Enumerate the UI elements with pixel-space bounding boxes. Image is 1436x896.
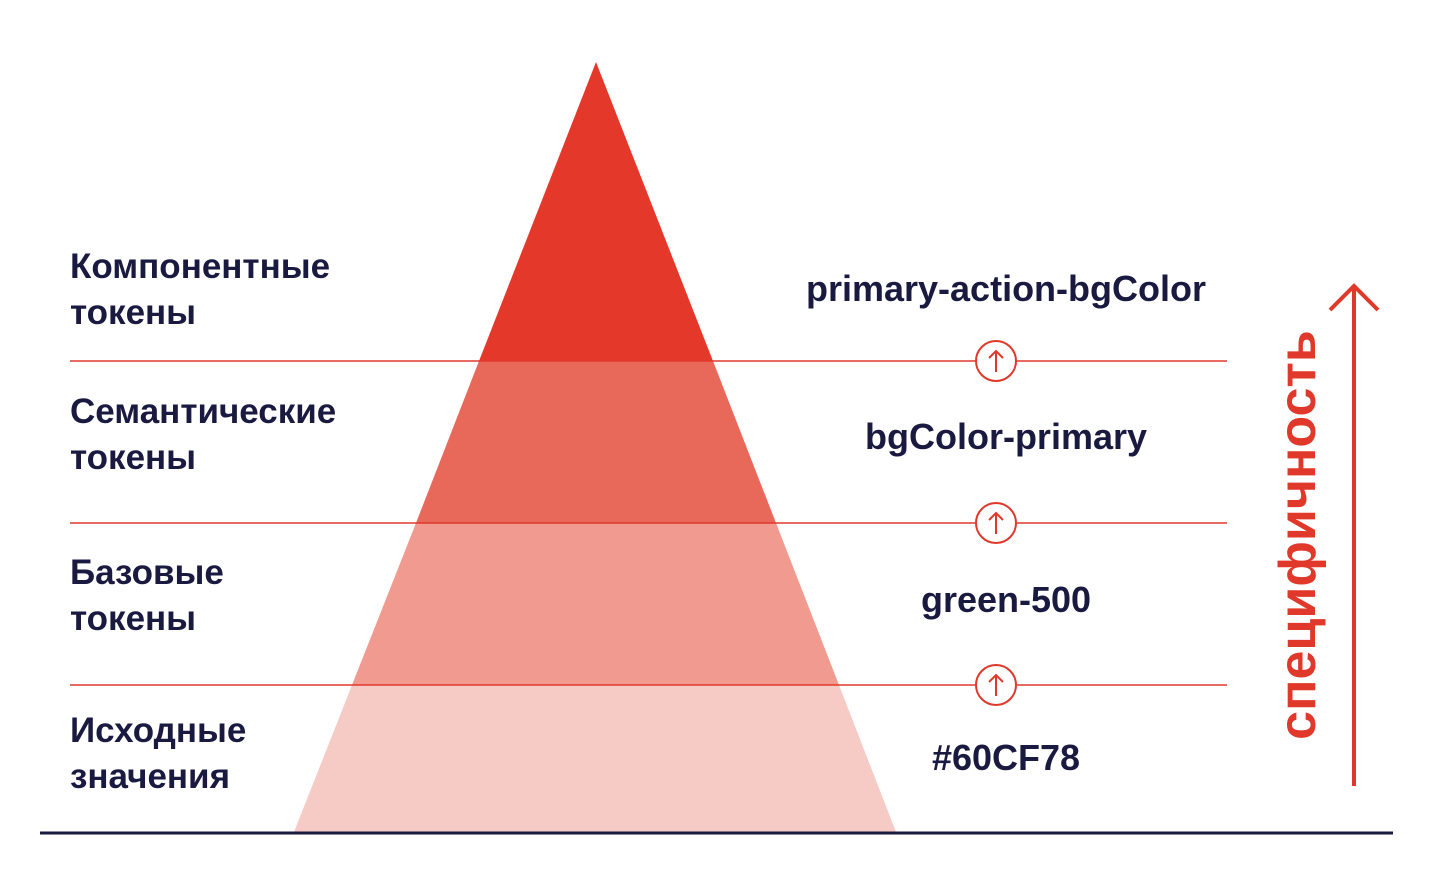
level-label-line: значения (70, 757, 230, 796)
level-label-semantic-tokens: Семантические токены (70, 389, 410, 481)
level-label-base-tokens: Базовые токены (70, 550, 410, 642)
specificity-arrow-icon (1328, 283, 1380, 786)
arrow-up-circle-icon (975, 340, 1017, 382)
specificity-axis-label: специфичность (1269, 330, 1327, 740)
arrow-up-circle-icon (975, 502, 1017, 544)
level-label-component-tokens: Компонентные токены (70, 244, 410, 336)
token-name-component: primary-action-bgColor (805, 268, 1207, 309)
arrow-up-circle-icon (975, 664, 1017, 706)
level-label-line: Исходные (70, 711, 247, 750)
level-label-line: Семантические (70, 392, 337, 431)
pyramid-tier-base-values (294, 685, 896, 832)
pyramid-tier-semantic-tokens (416, 361, 776, 523)
pyramid-tier-base-tokens (352, 523, 839, 685)
level-label-line: Базовые (70, 553, 224, 592)
level-label-source-values: Исходные значения (70, 708, 410, 800)
token-name-semantic: bgColor-primary (864, 416, 1148, 457)
level-label-line: токены (70, 293, 197, 332)
level-label-line: Компонентные (70, 247, 331, 286)
pyramid-tier-component-tokens (479, 62, 713, 361)
level-label-line: токены (70, 438, 197, 477)
token-name-base: green-500 (920, 579, 1092, 620)
token-name-source: #60CF78 (931, 737, 1081, 778)
level-label-line: токены (70, 599, 197, 638)
